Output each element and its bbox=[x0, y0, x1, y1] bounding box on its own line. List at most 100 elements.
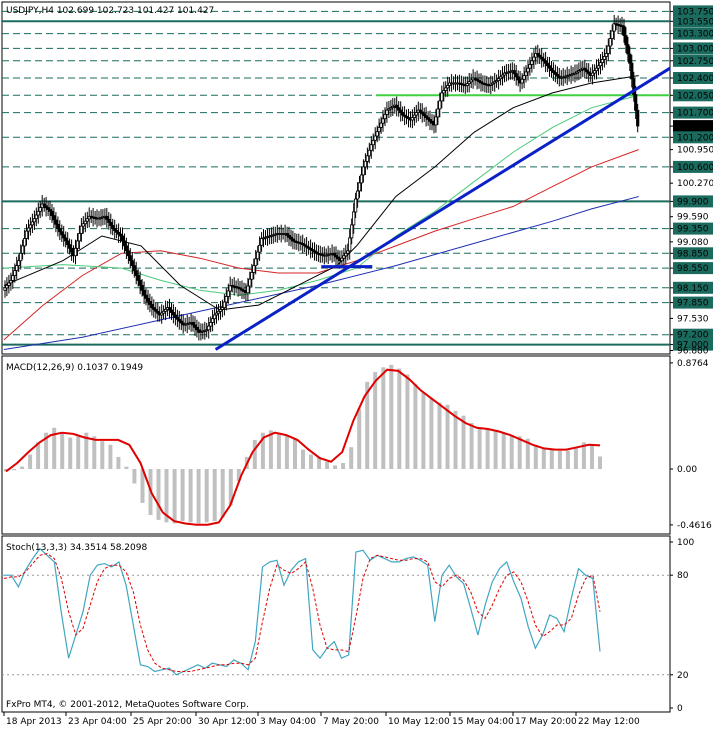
macd-bar bbox=[309, 454, 313, 469]
candle-body bbox=[32, 218, 37, 223]
macd-bar bbox=[549, 449, 554, 469]
candle-body bbox=[585, 69, 589, 73]
price-tick-label: 97.530 bbox=[677, 314, 709, 324]
candle-body bbox=[334, 254, 338, 258]
candle-body bbox=[130, 260, 134, 267]
candle-body bbox=[132, 265, 136, 271]
candle-body bbox=[549, 67, 554, 72]
candle-body bbox=[598, 62, 603, 67]
macd-bar bbox=[517, 436, 522, 469]
candle-body bbox=[594, 67, 599, 72]
candle-body bbox=[38, 207, 42, 212]
candle-body bbox=[395, 104, 399, 109]
candle-body bbox=[28, 224, 33, 229]
price-tick-label: 98.550 bbox=[677, 264, 709, 274]
candle-body bbox=[336, 256, 340, 260]
macd-bar bbox=[445, 404, 450, 469]
level-price-box bbox=[673, 54, 713, 67]
macd-bar bbox=[188, 469, 193, 523]
candle-body bbox=[434, 116, 438, 126]
candle-body bbox=[546, 62, 550, 67]
price-tick-label: 101.427 bbox=[677, 122, 713, 132]
candle-body bbox=[412, 114, 417, 118]
macd-bar bbox=[541, 448, 546, 469]
price-candles bbox=[3, 14, 640, 341]
macd-bar bbox=[357, 408, 362, 470]
time-tick-label: 3 May 04:00 bbox=[260, 717, 316, 727]
macd-bar bbox=[429, 398, 434, 470]
candle-body bbox=[140, 284, 144, 291]
time-tick-label: 25 Apr 20:00 bbox=[133, 717, 192, 727]
candle-body bbox=[377, 127, 381, 133]
candle-body bbox=[498, 76, 503, 80]
candle-body bbox=[493, 81, 497, 84]
candle-body bbox=[212, 314, 217, 320]
candle-body bbox=[628, 53, 632, 64]
macd-axis: 0.8764 0.00 -0.4616 bbox=[670, 359, 712, 531]
candle-body bbox=[626, 44, 630, 55]
level-price-box bbox=[673, 222, 713, 235]
macd-bar bbox=[565, 450, 570, 469]
candle-body bbox=[475, 78, 479, 81]
candle-body bbox=[538, 54, 542, 58]
candle-body bbox=[446, 85, 450, 89]
candle-body bbox=[479, 81, 483, 84]
macd-bar bbox=[365, 381, 370, 469]
candle-body bbox=[465, 83, 469, 86]
candle-body bbox=[532, 56, 536, 62]
candle-body bbox=[54, 219, 58, 225]
price-tick-label: 99.350 bbox=[677, 225, 709, 235]
candle-body bbox=[610, 30, 614, 39]
candle-body bbox=[357, 182, 362, 192]
candle-body bbox=[359, 174, 364, 184]
uptrend-line[interactable] bbox=[214, 66, 671, 351]
candle-body bbox=[536, 53, 540, 56]
candle-body bbox=[75, 240, 80, 249]
stoch-panel[interactable] bbox=[1, 535, 671, 713]
ma-blue bbox=[3, 196, 639, 350]
macd-bar bbox=[212, 469, 217, 522]
candle-body bbox=[246, 285, 250, 294]
candle-body bbox=[596, 65, 601, 69]
macd-bar bbox=[12, 469, 16, 471]
candle-body bbox=[520, 78, 524, 84]
candle-body bbox=[26, 227, 31, 232]
candle-body bbox=[387, 108, 391, 111]
macd-bar bbox=[437, 402, 442, 469]
candle-body bbox=[171, 312, 175, 316]
time-tick-label: 7 May 20:00 bbox=[323, 717, 379, 727]
candle-body bbox=[530, 60, 534, 65]
macd-panel[interactable] bbox=[1, 355, 671, 535]
candle-body bbox=[177, 318, 181, 322]
candle-body bbox=[250, 271, 254, 280]
candle-body bbox=[624, 35, 628, 46]
candle-body bbox=[430, 120, 434, 124]
candle-body bbox=[547, 65, 552, 69]
candle-body bbox=[150, 304, 154, 308]
candle-body bbox=[418, 109, 422, 113]
candle-body bbox=[344, 252, 348, 257]
candle-body bbox=[304, 245, 309, 248]
candle-body bbox=[118, 233, 123, 237]
candle-body bbox=[134, 270, 138, 276]
macd-bar bbox=[268, 430, 273, 470]
candle-body bbox=[632, 78, 636, 96]
candle-body bbox=[502, 72, 507, 76]
candle-body bbox=[207, 325, 211, 331]
macd-bar bbox=[116, 456, 121, 469]
macd-bar bbox=[301, 449, 305, 469]
stoch-tick-label: 0 bbox=[677, 704, 683, 714]
macd-bar bbox=[228, 469, 233, 506]
price-tick-label: 97.850 bbox=[677, 299, 709, 309]
candle-body bbox=[469, 79, 473, 83]
candle-body bbox=[83, 220, 87, 225]
macd-bar bbox=[84, 432, 89, 469]
time-tick-label: 23 Apr 04:00 bbox=[68, 717, 127, 727]
level-price-box bbox=[673, 131, 713, 144]
candle-body bbox=[128, 255, 132, 261]
macd-bar bbox=[421, 392, 426, 469]
candle-body bbox=[30, 221, 35, 226]
trend-lines[interactable] bbox=[214, 66, 671, 351]
price-tick-label: 100.950 bbox=[677, 146, 713, 156]
